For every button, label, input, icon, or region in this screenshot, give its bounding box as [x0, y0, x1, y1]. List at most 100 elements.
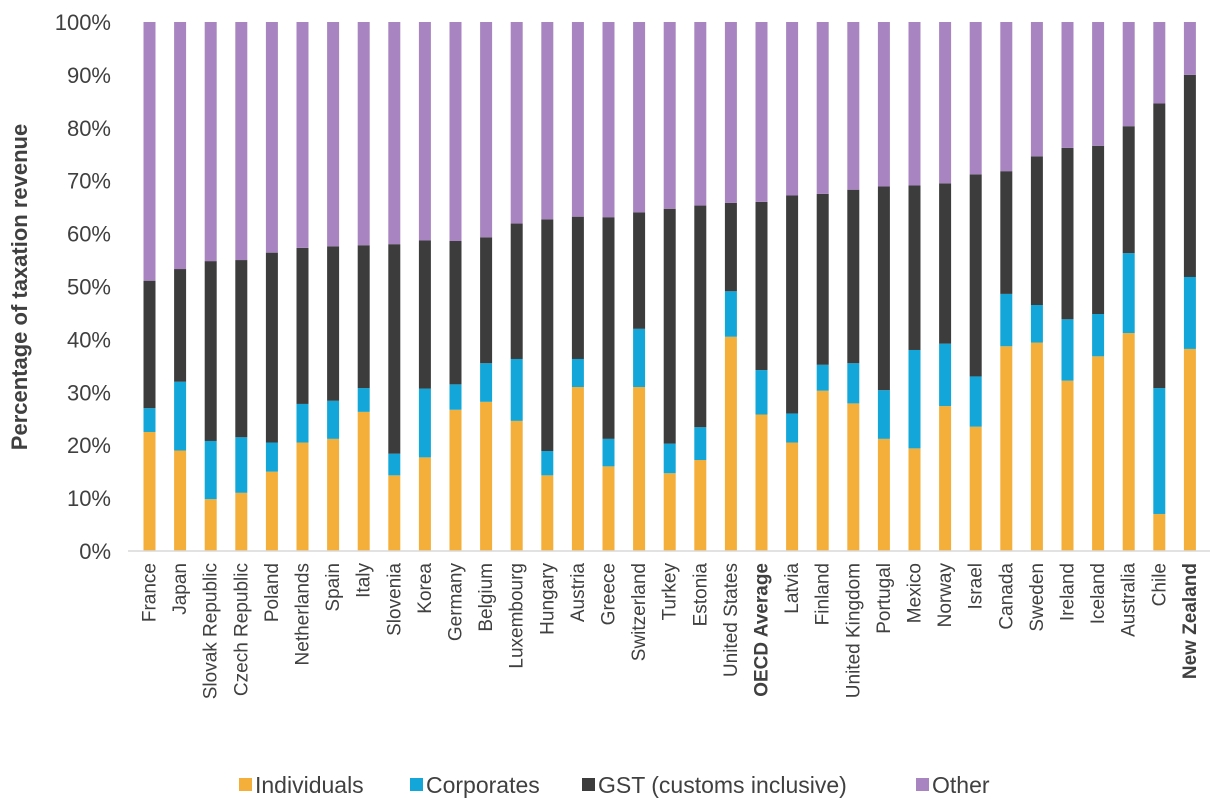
bar-segment-individuals: [510, 420, 523, 551]
x-tick-label: Czech Republic: [231, 563, 252, 696]
bar-stack: [1183, 22, 1196, 551]
bar-stack: [327, 22, 340, 551]
bar-segment-individuals: [449, 409, 462, 551]
bar-segment-gst-customs-inclusive: [418, 240, 431, 389]
bar-segment-other: [939, 22, 952, 184]
bar-segment-other: [663, 22, 676, 209]
x-tick-label: Finland: [813, 563, 834, 625]
y-tick-label: 50%: [67, 275, 111, 300]
bar-stack: [418, 22, 431, 551]
bar-segment-individuals: [786, 442, 799, 551]
x-tick-label: France: [140, 563, 161, 622]
bar-segment-corporates: [235, 437, 248, 493]
bar-segment-gst-customs-inclusive: [1000, 171, 1013, 294]
bar-segment-individuals: [571, 387, 584, 551]
bar-stack: [265, 22, 278, 551]
legend-item: Other: [916, 772, 990, 798]
bar-segment-gst-customs-inclusive: [265, 252, 278, 443]
x-tick-label: Estonia: [690, 563, 711, 627]
bar-segment-corporates: [1153, 388, 1166, 514]
bar-segment-corporates: [1122, 253, 1135, 334]
bar-stack: [694, 22, 707, 551]
bar-segment-gst-customs-inclusive: [816, 193, 829, 365]
bar-segment-gst-customs-inclusive: [1183, 74, 1196, 277]
bar-segment-individuals: [265, 471, 278, 551]
y-tick-label: 10%: [67, 486, 111, 511]
bar-segment-other: [541, 22, 554, 220]
x-tick-label: Norway: [935, 563, 956, 628]
bar-segment-corporates: [1092, 314, 1105, 357]
bar-segment-individuals: [1122, 333, 1135, 551]
legend-swatch: [239, 778, 252, 791]
x-tick-label: Poland: [262, 563, 283, 622]
bar-segment-corporates: [633, 328, 646, 388]
bar-stack: [571, 22, 584, 551]
x-tick-label: Latvia: [782, 563, 803, 614]
bar-segment-corporates: [786, 413, 799, 443]
bar-segment-individuals: [877, 438, 890, 551]
x-tick-label: Italy: [354, 563, 375, 598]
bar-segment-corporates: [480, 363, 493, 402]
bar-stack: [143, 22, 156, 551]
y-tick-label: 70%: [67, 169, 111, 194]
bar-segment-other: [694, 22, 707, 206]
x-tick-label: Netherlands: [293, 563, 314, 665]
bar-segment-other: [235, 22, 248, 261]
bar-segment-other: [327, 22, 340, 247]
bar-segment-other: [571, 22, 584, 217]
bar-segment-corporates: [1000, 293, 1013, 347]
legend-label: GST (customs inclusive): [598, 772, 847, 798]
bar-segment-other: [296, 22, 309, 248]
x-tick-label: Austria: [568, 563, 589, 623]
bar-segment-gst-customs-inclusive: [724, 202, 737, 292]
bar-segment-corporates: [510, 358, 523, 421]
bar-segment-corporates: [1183, 276, 1196, 349]
bar-segment-individuals: [1153, 513, 1166, 551]
bar-segment-corporates: [265, 442, 278, 472]
bar-segment-corporates: [939, 343, 952, 407]
bar-segment-other: [174, 22, 187, 270]
bar-segment-corporates: [816, 364, 829, 391]
bar-segment-individuals: [541, 475, 554, 551]
bar-segment-individuals: [1092, 356, 1105, 551]
bar-segment-individuals: [388, 475, 401, 551]
bar-segment-other: [1030, 22, 1043, 157]
bar-segment-individuals: [1183, 348, 1196, 551]
bar-segment-individuals: [755, 414, 768, 551]
legend-swatch: [582, 778, 595, 791]
bar-segment-corporates: [969, 376, 982, 427]
bar-segment-corporates: [296, 403, 309, 443]
y-tick-label: 40%: [67, 327, 111, 352]
x-tick-label: Ireland: [1058, 563, 1079, 621]
x-tick-label: Chile: [1149, 563, 1170, 606]
bar-segment-other: [418, 22, 431, 241]
bar-segment-gst-customs-inclusive: [357, 245, 370, 389]
bar-stack: [235, 22, 248, 551]
bar-segment-other: [1000, 22, 1013, 172]
bar-segment-gst-customs-inclusive: [663, 208, 676, 444]
x-tick-label: Iceland: [1088, 563, 1109, 624]
bar-segment-individuals: [296, 442, 309, 551]
bar-stack: [1030, 22, 1043, 551]
bar-segment-other: [908, 22, 921, 186]
bar-segment-other: [1092, 22, 1105, 146]
bar-segment-corporates: [571, 358, 584, 388]
legend-item: Corporates: [410, 772, 540, 798]
bar-segment-corporates: [663, 443, 676, 474]
bar-stack: [816, 22, 829, 551]
bar-stack: [755, 22, 768, 551]
bar-segment-other: [388, 22, 401, 245]
bar-segment-individuals: [969, 426, 982, 551]
bar-segment-corporates: [174, 381, 187, 451]
bar-segment-other: [1122, 22, 1135, 127]
bar-segment-other: [755, 22, 768, 202]
bar-segment-gst-customs-inclusive: [449, 241, 462, 385]
y-tick-label: 0%: [79, 539, 111, 564]
legend-label: Other: [932, 772, 990, 798]
bar-segment-corporates: [724, 291, 737, 337]
bar-stack: [969, 22, 982, 551]
bar-segment-gst-customs-inclusive: [541, 219, 554, 452]
y-tick-label: 60%: [67, 222, 111, 247]
bar-segment-individuals: [235, 492, 248, 551]
